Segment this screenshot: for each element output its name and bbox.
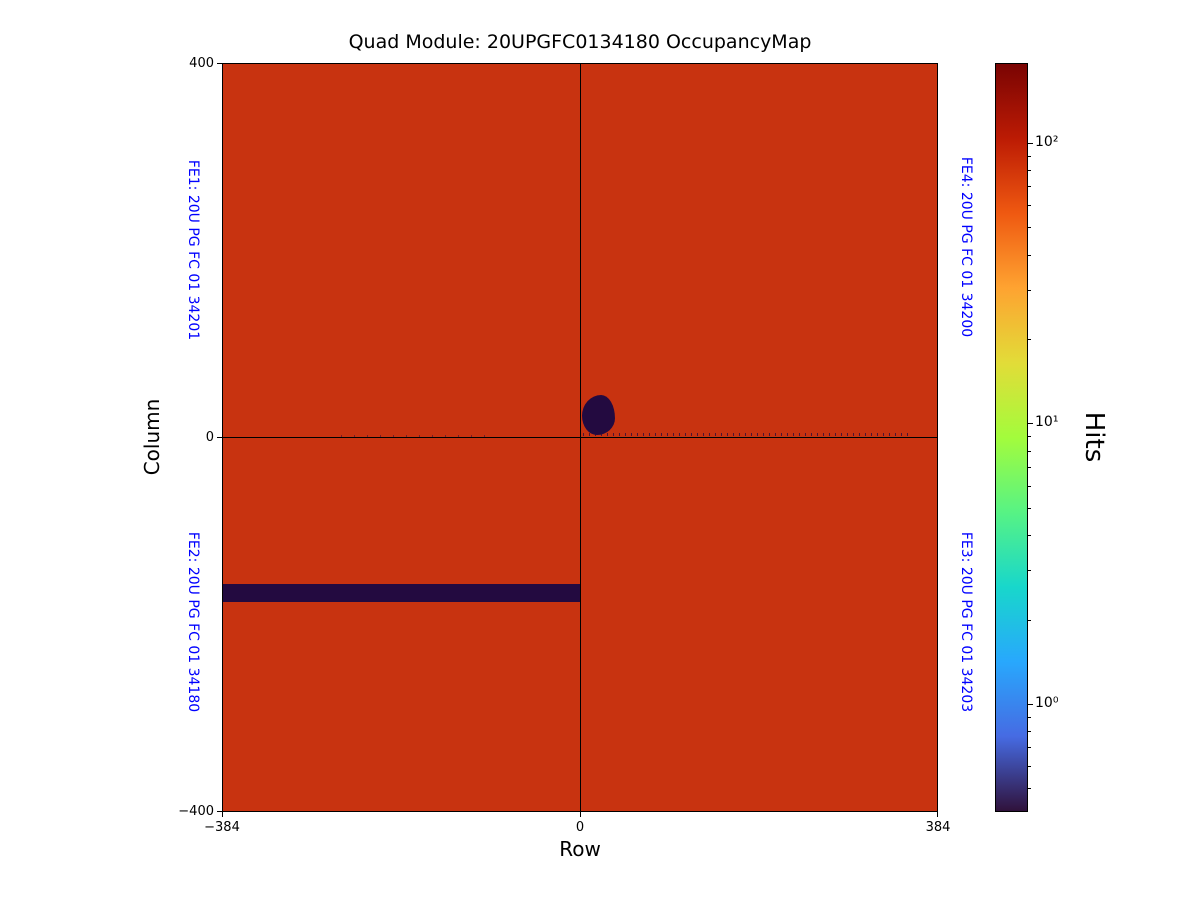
colorbar-tick-label: 10⁰ — [1035, 695, 1059, 711]
colorbar-minor-tick — [1028, 339, 1031, 341]
colorbar-minor-tick — [1028, 289, 1031, 291]
y-tick-mark — [217, 811, 222, 812]
colorbar-axis-label: Hits — [1079, 411, 1109, 463]
x-tick-label: 0 — [575, 820, 585, 835]
colorbar-minor-tick — [1028, 170, 1031, 172]
colorbar-minor-tick — [1028, 535, 1031, 537]
fe1-chip-label: FE1: 20U PG FC 01 34201 — [185, 159, 201, 341]
colorbar-minor-tick — [1028, 570, 1031, 572]
colorbar-minor-tick — [1028, 619, 1031, 621]
x-tick-mark — [580, 812, 581, 817]
colorbar-minor-tick — [1028, 716, 1031, 718]
colorbar-minor-tick — [1028, 227, 1031, 229]
colorbar-tick-mark — [1028, 704, 1033, 705]
chart-title: Quad Module: 20UPGFC0134180 OccupancyMap — [348, 31, 812, 53]
y-tick-mark — [217, 63, 222, 64]
y-tick-label: 400 — [189, 56, 214, 71]
x-tick-label: 384 — [925, 820, 951, 835]
colorbar-minor-tick — [1028, 747, 1031, 749]
colorbar-minor-tick — [1028, 731, 1031, 733]
colorbar-minor-tick — [1028, 507, 1031, 509]
dead-region-blob — [582, 395, 615, 435]
colorbar-minor-tick — [1028, 485, 1031, 487]
dead-region-band — [223, 584, 581, 602]
fe4-chip-label: FE4: 20U PG FC 01 34200 — [958, 156, 974, 338]
colorbar-minor-tick — [1028, 254, 1031, 256]
x-tick-label: −384 — [204, 820, 240, 835]
y-axis-label: Column — [140, 398, 164, 476]
colorbar-minor-tick — [1028, 788, 1031, 790]
x-tick-mark — [937, 812, 938, 817]
y-tick-label: −400 — [178, 804, 214, 819]
fe3-chip-label: FE3: 20U PG FC 01 34203 — [958, 531, 974, 713]
noise-speckle-left — [341, 435, 491, 437]
colorbar-tick-label: 10² — [1035, 134, 1059, 150]
colorbar-tick-mark — [1028, 423, 1033, 424]
y-tick-label: 0 — [205, 430, 214, 445]
x-axis-label: Row — [559, 837, 601, 861]
chip-divider-horizontal — [223, 437, 937, 438]
heatmap-area — [222, 63, 938, 812]
colorbar-tick-label: 10¹ — [1035, 414, 1059, 430]
colorbar-minor-tick — [1028, 155, 1031, 157]
fe2-chip-label: FE2: 20U PG FC 01 34180 — [185, 531, 201, 713]
colorbar-minor-tick — [1028, 450, 1031, 452]
colorbar-minor-tick — [1028, 205, 1031, 207]
colorbar-minor-tick — [1028, 466, 1031, 468]
colorbar-tick-mark — [1028, 143, 1033, 144]
y-tick-mark — [217, 437, 222, 438]
x-tick-mark — [222, 812, 223, 817]
colorbar-minor-tick — [1028, 766, 1031, 768]
colorbar-gradient — [995, 63, 1028, 812]
colorbar-minor-tick — [1028, 186, 1031, 188]
noise-speckle-right — [583, 433, 913, 436]
colorbar-minor-tick — [1028, 436, 1031, 438]
